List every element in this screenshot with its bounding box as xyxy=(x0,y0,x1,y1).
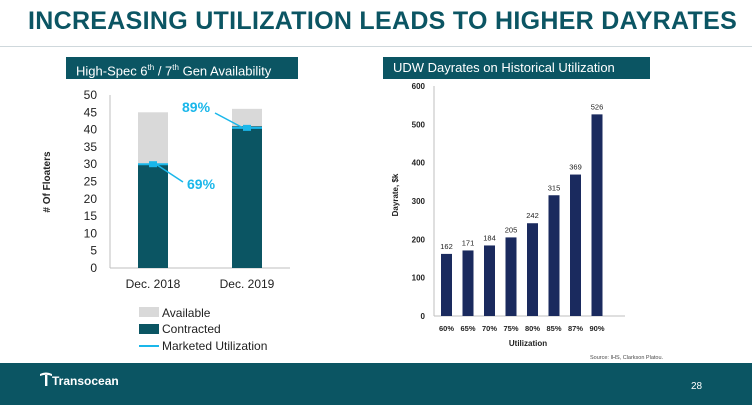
y-tick-label: 300 xyxy=(412,197,426,206)
y-tick-label: 35 xyxy=(84,140,98,154)
y-tick-label: 500 xyxy=(412,120,426,129)
y-tick-label: 10 xyxy=(84,226,98,240)
available-bar xyxy=(138,112,168,165)
x-tick-label: 70% xyxy=(482,324,497,333)
y-tick-label: 30 xyxy=(84,157,98,171)
logo-text: Transocean xyxy=(52,374,119,388)
y-axis-title: # Of Floaters xyxy=(42,151,53,213)
dayrate-data-label: 526 xyxy=(591,102,604,111)
x-tick-label: 90% xyxy=(589,324,604,333)
callout-line xyxy=(214,112,244,129)
x-tick-label: 75% xyxy=(503,324,518,333)
dayrate-bar xyxy=(484,245,495,316)
legend-swatch-available xyxy=(139,307,159,317)
x-tick-label: 85% xyxy=(546,324,561,333)
footer-bar xyxy=(0,363,752,405)
dayrate-bar xyxy=(570,174,581,316)
legend-swatch-contracted xyxy=(139,324,159,334)
marketed-utilization-marker xyxy=(149,161,157,168)
dayrate-data-label: 184 xyxy=(483,233,496,242)
page-title: INCREASING UTILIZATION LEADS TO HIGHER D… xyxy=(28,7,738,35)
dayrate-bar xyxy=(548,195,560,316)
legend-label: Marketed Utilization xyxy=(162,339,267,353)
y-tick-label: 45 xyxy=(84,105,98,119)
dayrate-data-label: 315 xyxy=(548,183,561,192)
dayrate-data-label: 205 xyxy=(505,225,518,234)
y-tick-label: 25 xyxy=(84,175,98,189)
dayrate-bar xyxy=(462,250,474,316)
dayrate-bar xyxy=(527,223,538,316)
utilization-label: 89% xyxy=(182,99,211,115)
dayrate-data-label: 162 xyxy=(440,242,453,251)
x-tick-label: 80% xyxy=(525,324,540,333)
x-tick-label: Dec. 2018 xyxy=(126,277,181,291)
transocean-logo-icon xyxy=(40,372,52,386)
y-tick-label: 50 xyxy=(84,88,98,102)
left-title-sup-2: th xyxy=(172,63,179,72)
left-title-part-1: High-Spec 6 xyxy=(76,63,148,79)
dayrate-data-label: 369 xyxy=(569,163,582,172)
transocean-logo: Transocean xyxy=(38,374,119,388)
source-note: Source: IHS, Clarkson Platou. xyxy=(590,355,664,361)
callout-line xyxy=(155,163,184,183)
dayrate-bar xyxy=(591,114,603,316)
y-tick-label: 400 xyxy=(412,159,426,168)
y-axis-title: Dayrate, $k xyxy=(391,173,400,216)
contracted-bar xyxy=(232,126,262,268)
y-tick-label: 20 xyxy=(84,192,98,206)
left-title-part-3: Gen Availability xyxy=(178,63,272,79)
y-tick-label: 200 xyxy=(412,235,426,244)
legend-label: Available xyxy=(162,306,211,320)
title-divider xyxy=(0,46,752,47)
x-tick-label: Dec. 2019 xyxy=(220,277,275,291)
x-tick-label: 60% xyxy=(439,324,454,333)
marketed-utilization-marker xyxy=(243,124,251,131)
x-tick-label: 65% xyxy=(460,324,475,333)
y-tick-label: 600 xyxy=(412,82,426,91)
y-tick-label: 100 xyxy=(412,274,426,283)
y-tick-label: 5 xyxy=(90,244,97,258)
contracted-bar xyxy=(138,164,168,268)
page-number: 28 xyxy=(691,381,703,392)
x-axis-title: Utilization xyxy=(509,339,547,348)
y-tick-label: 15 xyxy=(84,209,98,223)
left-panel-title: High-Spec 6th / 7th Gen Availability xyxy=(66,57,298,79)
y-tick-label: 40 xyxy=(84,123,98,137)
y-tick-label: 0 xyxy=(90,261,97,275)
utilization-label: 69% xyxy=(187,176,216,192)
y-tick-label: 0 xyxy=(421,312,426,321)
available-bar xyxy=(232,108,262,127)
legend-label: Contracted xyxy=(162,322,221,336)
dayrate-bar xyxy=(505,237,517,316)
left-title-part-2: / 7 xyxy=(154,63,173,79)
left-title-sup-1: th xyxy=(147,63,155,72)
right-panel-title: UDW Dayrates on Historical Utilization xyxy=(383,57,650,79)
dayrate-data-label: 171 xyxy=(462,238,475,247)
dayrate-bar xyxy=(441,253,452,316)
dayrate-data-label: 242 xyxy=(526,211,539,220)
x-tick-label: 87% xyxy=(568,324,583,333)
